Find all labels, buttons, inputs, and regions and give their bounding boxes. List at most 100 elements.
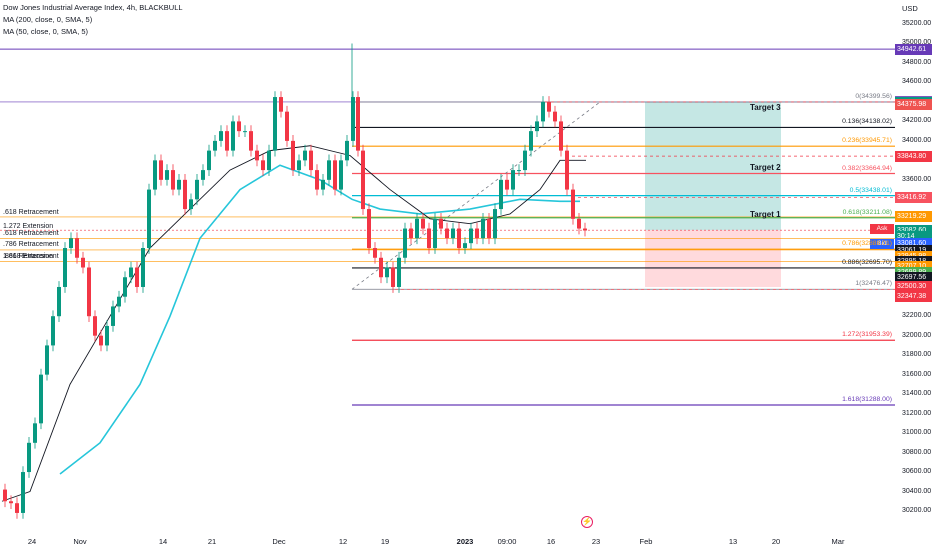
candle-body — [463, 243, 467, 249]
candle-body — [415, 218, 419, 239]
candle-body — [75, 238, 79, 258]
left-level-label: .886 Retracement — [3, 252, 59, 260]
candle-body — [379, 257, 383, 278]
chart-title: Dow Jones Industrial Average Index, 4h, … — [3, 3, 183, 12]
candle-body — [297, 160, 301, 171]
left-level-label: .618 Retracement — [3, 208, 59, 216]
price-axis-label: 30600.00 — [902, 468, 932, 476]
candle-body — [351, 97, 355, 141]
price-axis-label: 33600.00 — [902, 175, 932, 183]
candle-body — [141, 248, 145, 287]
candle-body — [285, 111, 289, 141]
time-axis-label: 24 — [27, 537, 37, 546]
price-tag: 32697.56 — [895, 272, 932, 284]
candle-body — [177, 179, 181, 190]
left-level-label: .786 Retracement — [3, 240, 59, 248]
candle-body — [356, 97, 360, 151]
ma200-legend[interactable]: MA (200, close, 0, SMA, 5) — [3, 15, 93, 24]
candle-body — [571, 189, 575, 219]
ma50-legend[interactable]: MA (50, close, 0, SMA, 5) — [3, 27, 89, 36]
candle-body — [565, 150, 569, 190]
candle-body — [231, 121, 235, 151]
fib-level-label: 0.136(34138.02) — [842, 118, 892, 126]
price-axis-label: 35200.00 — [902, 20, 932, 27]
fib-level-label: 0.382(33664.94) — [842, 164, 892, 172]
candle-body — [195, 179, 199, 200]
candle-body — [499, 179, 503, 210]
candle-body — [505, 179, 509, 190]
candle-body — [183, 179, 187, 210]
price-tag: 33082.60 — [895, 224, 932, 236]
candle-body — [267, 150, 271, 171]
candle-body — [433, 218, 437, 249]
candle-body — [345, 140, 349, 161]
candle-body — [529, 131, 533, 151]
candle-body — [249, 131, 253, 151]
price-axis-label: 30400.00 — [902, 487, 932, 495]
price-tag: 32347.38 — [895, 291, 932, 303]
candle-body — [129, 267, 133, 278]
candle-body — [201, 170, 205, 180]
candle-body — [469, 228, 473, 244]
candle-body — [39, 374, 43, 424]
candle-body — [225, 131, 229, 151]
time-axis-label: 16 — [546, 537, 556, 546]
candle-body — [219, 131, 223, 141]
candle-body — [171, 170, 175, 190]
candle-body — [553, 111, 557, 122]
candle-body — [361, 150, 365, 210]
time-axis-label: 19 — [380, 537, 390, 546]
fib-level-label: 1.272(31953.39) — [842, 331, 892, 339]
candle-body — [427, 228, 431, 249]
candle-body — [397, 257, 401, 287]
fib-level-label: 0(34399.56) — [855, 92, 892, 100]
candle-body — [153, 160, 157, 190]
price-axis-label: 34600.00 — [902, 78, 932, 86]
fib-level-label: 0.886(32695.70) — [842, 258, 892, 266]
long-position-loss-zone — [645, 230, 781, 287]
candle-body — [273, 97, 277, 151]
candle-body — [333, 160, 337, 190]
time-axis-label: Feb — [639, 537, 653, 546]
candle-body — [321, 179, 325, 190]
candle-body — [493, 209, 497, 239]
left-level-label: .618 Retracement — [3, 230, 59, 238]
candle-body — [123, 277, 127, 297]
candle-body — [315, 170, 319, 190]
candle-body — [373, 248, 377, 258]
candle-body — [327, 160, 331, 180]
candle-body — [559, 121, 563, 151]
price-axis-label: 30800.00 — [902, 448, 932, 456]
candle-body — [385, 267, 389, 278]
economic-event-icon[interactable]: ⚡ — [581, 516, 593, 528]
price-axis-label: 31800.00 — [902, 351, 932, 359]
position-zones — [645, 102, 781, 287]
candle-body — [583, 228, 587, 231]
price-axis-label: 32000.00 — [902, 331, 932, 339]
ma200-line — [59, 164, 580, 475]
candle-body — [445, 228, 449, 239]
candle-body — [45, 345, 49, 375]
candle-body — [421, 218, 425, 229]
candle-body — [165, 170, 169, 180]
time-axis-label: 09:00 — [497, 537, 517, 546]
candle-body — [547, 101, 551, 112]
candle-body — [255, 150, 259, 161]
time-axis-label: Dec — [272, 537, 286, 546]
candle-body — [147, 189, 151, 249]
candle-body — [99, 335, 103, 346]
candle-body — [457, 228, 461, 249]
candle-body — [15, 503, 19, 513]
candle-body — [487, 218, 491, 239]
candle-body — [159, 160, 163, 180]
fib-level-label: 0.5(33438.01) — [849, 186, 892, 194]
candlesticks — [3, 43, 587, 519]
price-axis-label: 30200.00 — [902, 507, 932, 514]
ma-line-fast — [1, 145, 586, 502]
candle-body — [523, 150, 527, 171]
candle-body — [481, 218, 485, 239]
price-axis-label: 35000.00 — [902, 39, 931, 46]
fib-level-label: 1(32476.47) — [855, 280, 892, 288]
candle-body — [111, 306, 115, 326]
